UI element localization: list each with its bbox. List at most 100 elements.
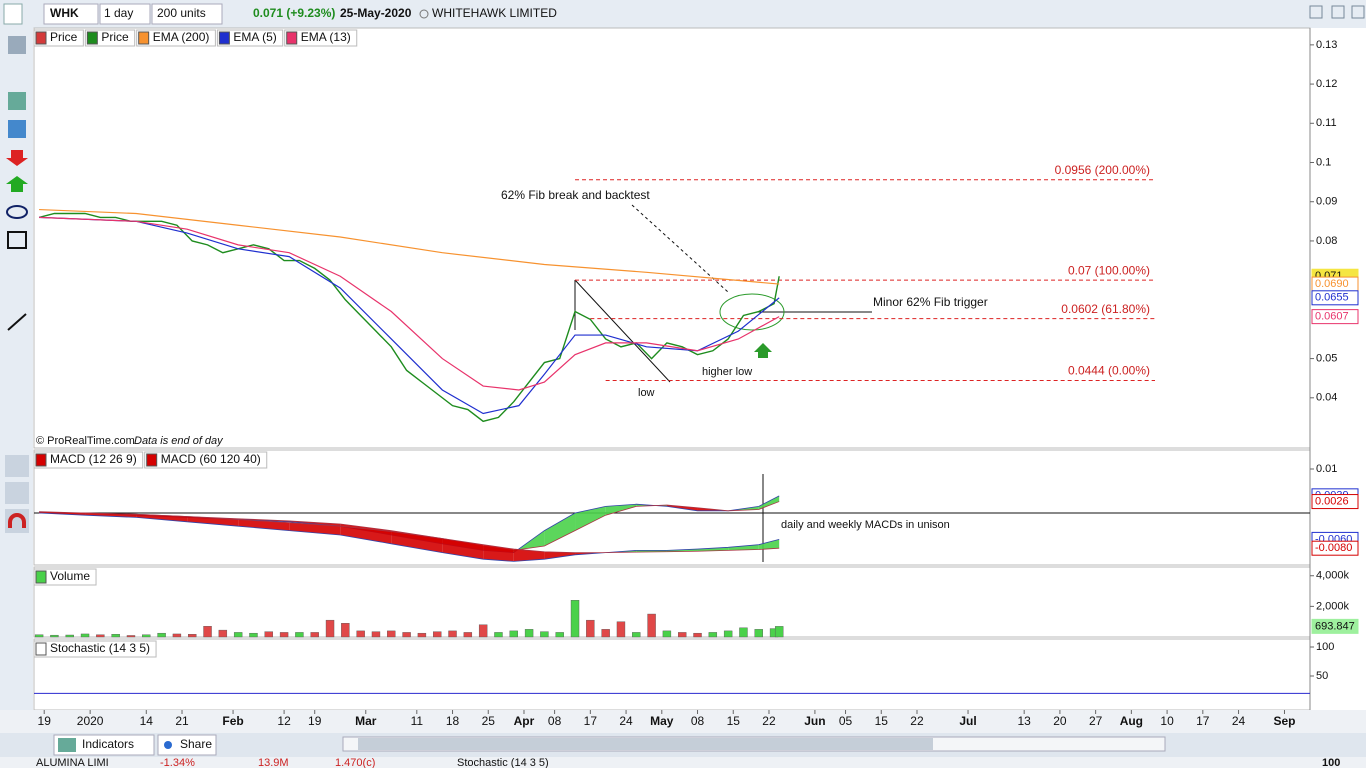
tool-icon[interactable] — [5, 455, 29, 477]
window-btn[interactable] — [1351, 5, 1365, 19]
x-tick-label: Sep — [1273, 714, 1295, 728]
y-tick-label: 2,000k — [1316, 600, 1350, 612]
macd-fill — [758, 495, 780, 510]
macd-fill — [758, 539, 780, 550]
legend-box — [136, 29, 216, 47]
legend-label: Price — [50, 30, 78, 44]
volume-bar — [478, 624, 488, 638]
volume-bar — [310, 632, 319, 638]
x-tick-label: Mar — [355, 714, 377, 728]
price-tag-label: 0.0690 — [1315, 278, 1349, 290]
volume-bar — [96, 634, 105, 638]
volume-bar — [754, 629, 763, 638]
watchlist-cell: 100 — [1322, 757, 1340, 768]
series-line — [39, 216, 780, 391]
legend-label: Volume — [50, 569, 90, 583]
volume-bar — [774, 626, 784, 638]
x-axis-band — [0, 710, 1366, 733]
window-btn[interactable] — [1309, 5, 1323, 19]
tool-icon[interactable] — [7, 313, 27, 331]
volume-bar — [463, 632, 473, 638]
interval-box[interactable] — [99, 3, 151, 25]
volume-bar — [448, 630, 457, 638]
tool-icon[interactable] — [7, 231, 27, 249]
tool-icon[interactable] — [5, 482, 29, 504]
x-tick-label: Feb — [222, 714, 243, 728]
volume-bar — [586, 619, 595, 638]
x-tick-label: May — [650, 714, 674, 728]
volume-bar — [279, 632, 289, 638]
tool-icon[interactable] — [6, 176, 28, 192]
x-tick-label: 22 — [762, 714, 776, 728]
units[interactable]: 200 units — [157, 6, 206, 20]
volume-bar — [647, 613, 656, 638]
chart-icon[interactable] — [3, 3, 23, 25]
radio[interactable] — [419, 9, 429, 19]
x-tick-label: 27 — [1089, 714, 1103, 728]
fib-label: 0.0956 (200.00%) — [1055, 163, 1150, 177]
price-tag-label: 0.0655 — [1315, 292, 1349, 304]
volume-bar — [693, 632, 702, 638]
volume-bar — [188, 634, 197, 638]
x-tick-label: Jun — [804, 714, 825, 728]
macd-fill — [340, 526, 392, 544]
volume-bar — [233, 632, 243, 638]
y-tick-label: 0.12 — [1316, 78, 1337, 90]
legend-label: EMA (13) — [301, 30, 351, 44]
legend-swatch — [35, 31, 47, 45]
price-tag — [1311, 618, 1359, 634]
share-button[interactable] — [157, 734, 217, 756]
interval[interactable]: 1 day — [104, 6, 133, 20]
right-axis — [1310, 28, 1366, 710]
tool-icon[interactable] — [6, 150, 28, 166]
legend-box — [33, 568, 97, 586]
y-tick-label: 50 — [1316, 670, 1328, 682]
symbol[interactable]: WHK — [50, 6, 79, 20]
volume-bar — [264, 631, 273, 638]
legend-label: MACD (60 120 40) — [161, 452, 261, 466]
x-tick-label: Jul — [959, 714, 976, 728]
legend-box — [33, 451, 144, 469]
volume-bar — [494, 632, 503, 638]
indicators-button[interactable] — [53, 734, 155, 756]
symbol-box[interactable] — [43, 3, 99, 25]
x-tick-label: 15 — [875, 714, 889, 728]
volume-bar — [632, 632, 641, 638]
volume-bar — [65, 634, 74, 638]
trend-line — [574, 279, 671, 383]
tool-icon[interactable] — [8, 92, 26, 110]
legend-swatch — [218, 31, 230, 45]
tool-icon[interactable] — [8, 513, 26, 528]
volume-bar — [203, 626, 212, 638]
y-tick-label: 0.09 — [1316, 196, 1337, 208]
volume-bar — [616, 621, 626, 638]
volume-bar — [524, 629, 534, 638]
price-tag — [1311, 309, 1359, 325]
tool-icon[interactable] — [6, 205, 28, 219]
annotation: Minor 62% Fib trigger — [873, 295, 988, 309]
scroll-thumb[interactable] — [358, 738, 933, 750]
tool-icon[interactable] — [8, 36, 26, 54]
last-price: 0.071 (+9.23%) — [253, 6, 335, 20]
volume-bar — [218, 629, 228, 638]
legend-label: EMA (5) — [233, 30, 276, 44]
window-btn[interactable] — [1331, 5, 1345, 19]
units-box[interactable] — [151, 3, 223, 25]
legend-label: EMA (200) — [153, 30, 210, 44]
tool-icon[interactable] — [8, 120, 26, 138]
up-arrow — [754, 343, 772, 358]
share-label[interactable]: Share — [180, 737, 212, 751]
volume-bar — [678, 632, 687, 638]
volume-bar — [417, 632, 427, 638]
macd-fill — [544, 512, 576, 546]
indicators-label[interactable]: Indicators — [82, 737, 134, 751]
volume-bar — [341, 623, 350, 638]
watchlist-cell: ALUMINA LIMI — [36, 757, 109, 768]
price-tag — [1311, 290, 1359, 306]
x-tick-label: 18 — [446, 714, 460, 728]
watchlist-cell: 13.9M — [258, 757, 289, 768]
volume-bar — [371, 631, 381, 638]
macd-fill — [483, 544, 514, 562]
legend-swatch — [35, 453, 47, 467]
volume-bar — [540, 631, 549, 638]
